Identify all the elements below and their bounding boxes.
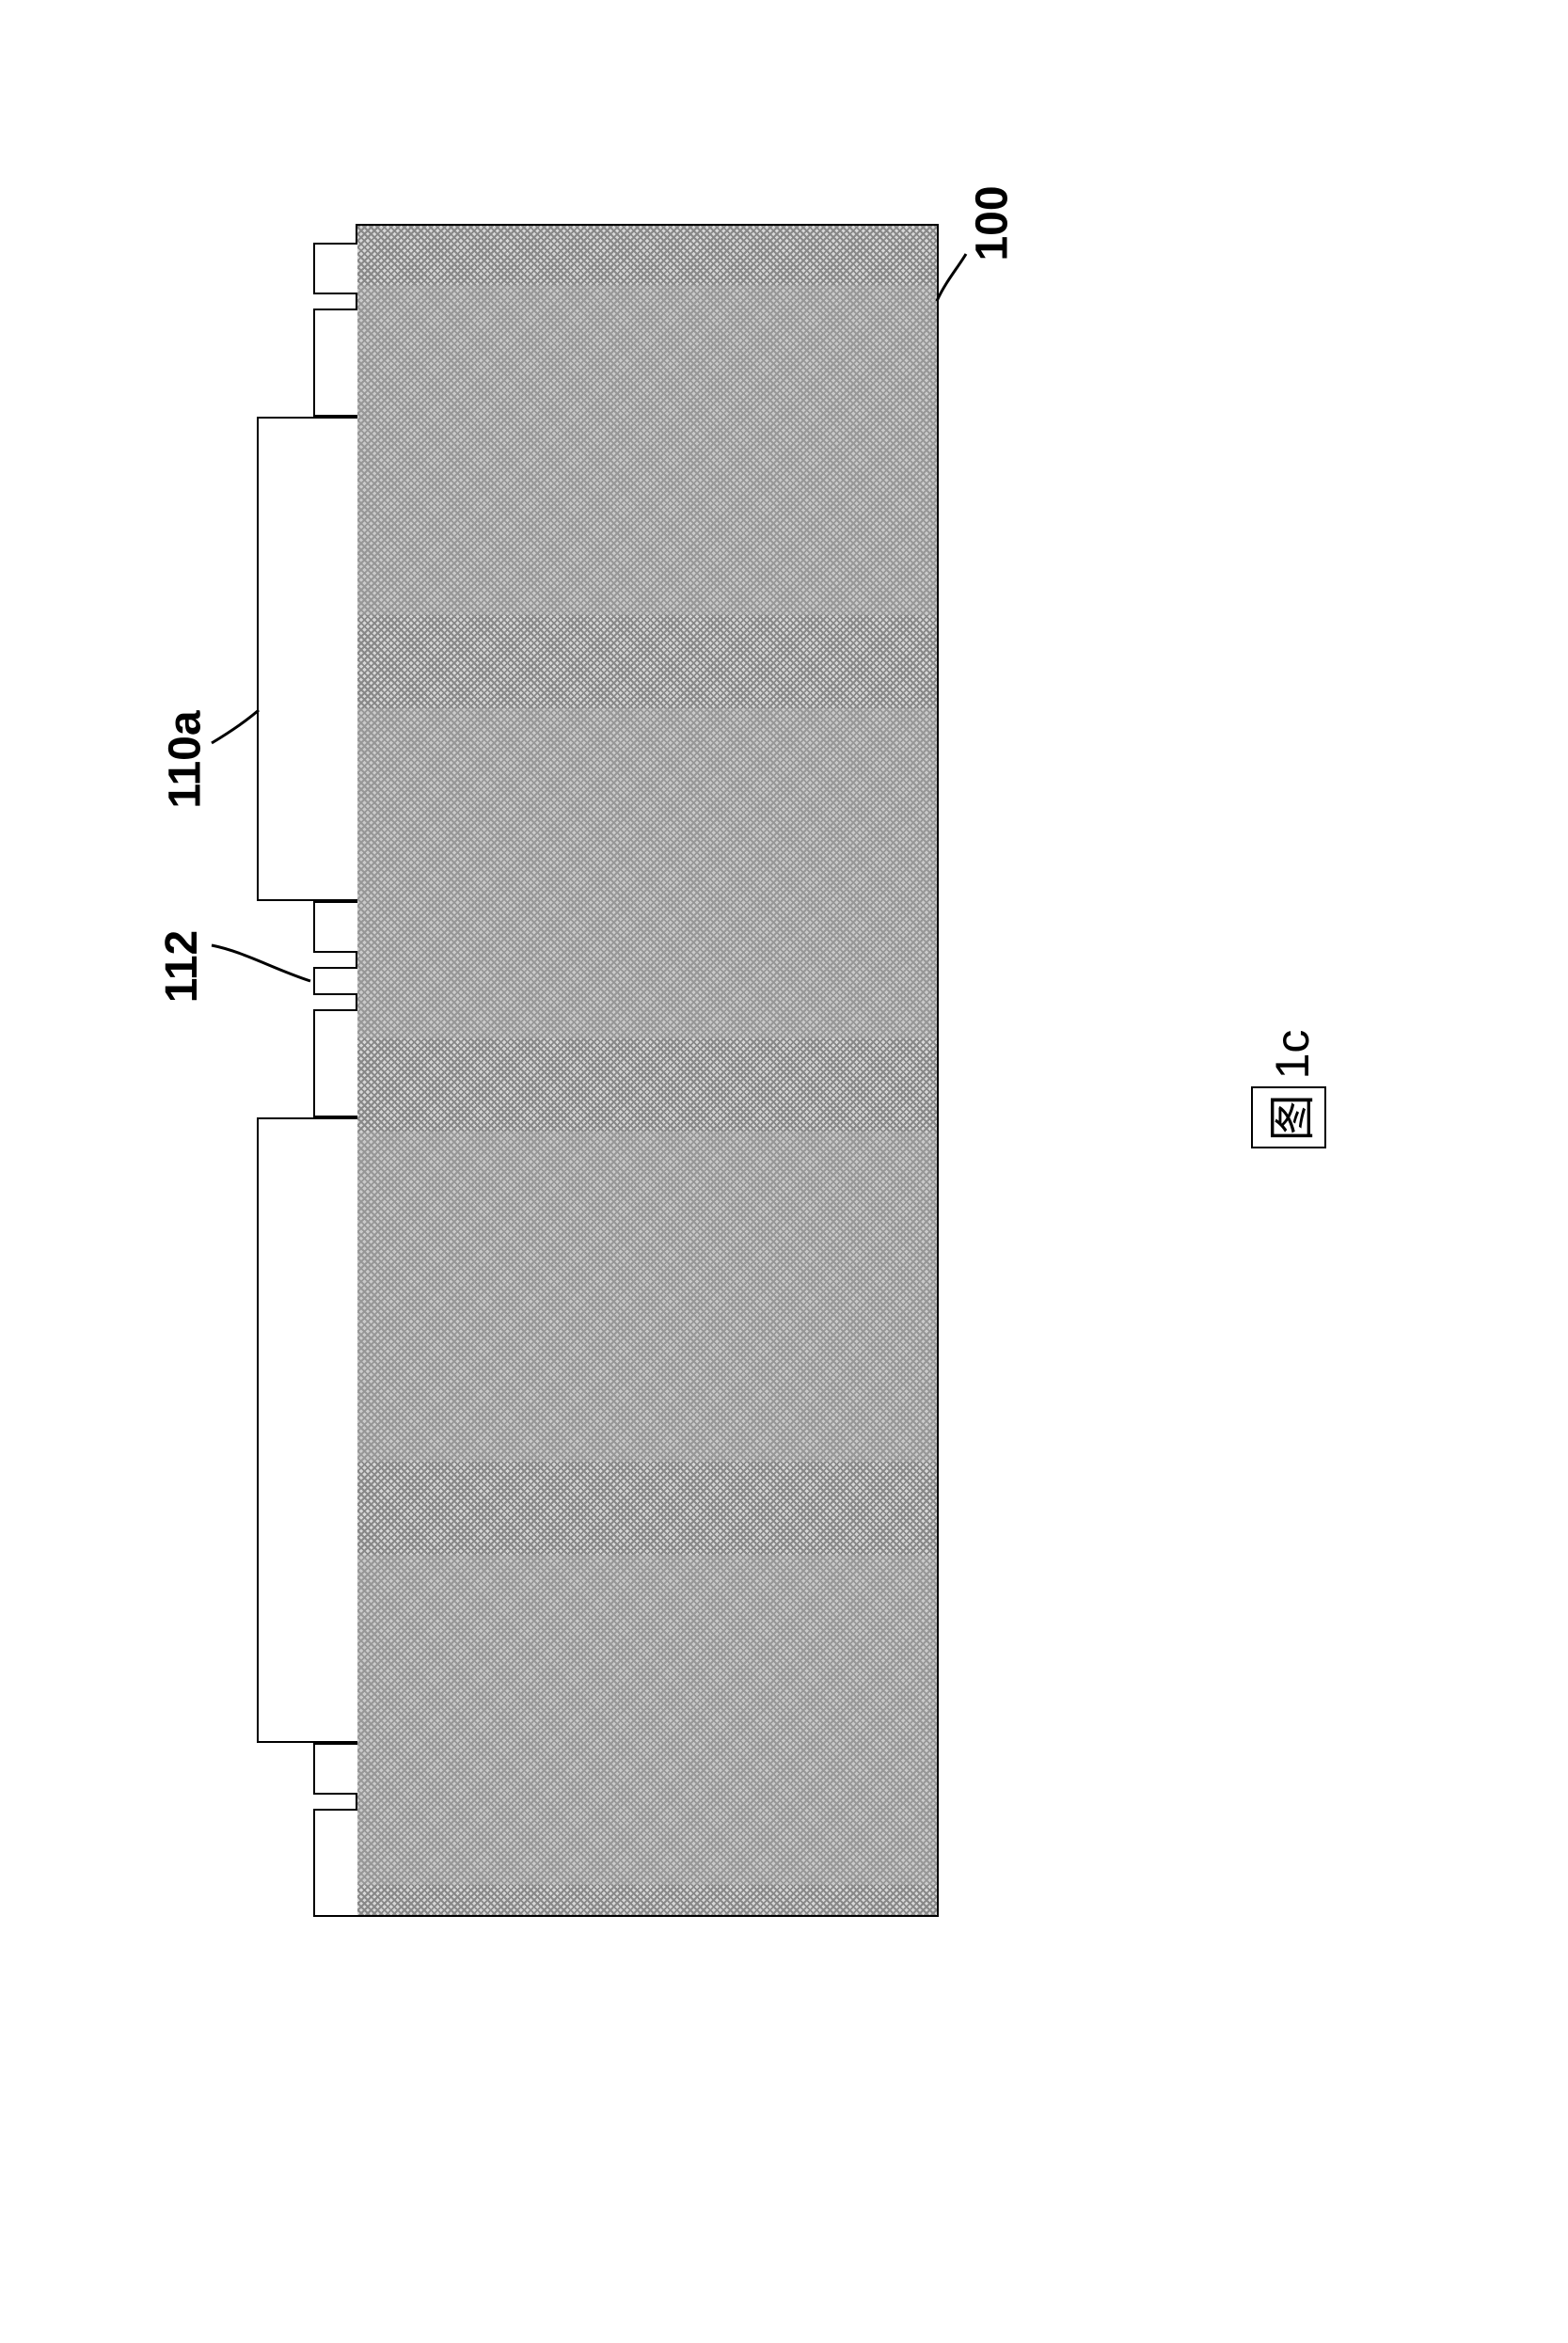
caption-boxed: 图: [1251, 1086, 1326, 1148]
caption-suffix: 1c: [1266, 1030, 1319, 1080]
figure-1c: 112 110a 100 图1c: [0, 0, 1568, 2343]
figure-caption: 图 1c: [1251, 1023, 1326, 1155]
leader-100: [0, 0, 1568, 2343]
